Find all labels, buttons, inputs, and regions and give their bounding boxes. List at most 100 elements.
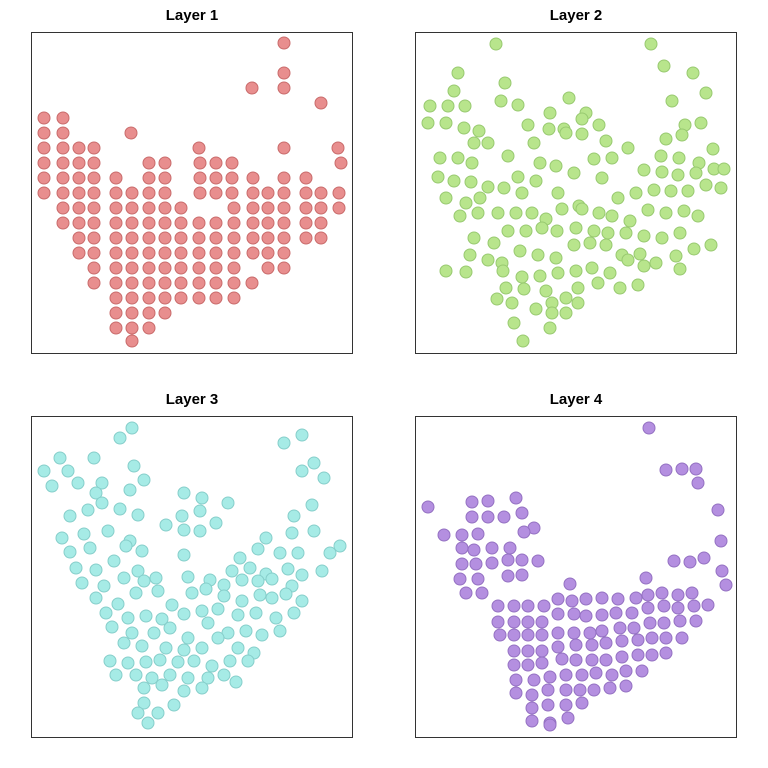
layer-4-point	[657, 599, 671, 613]
layer-4-point	[609, 606, 623, 620]
layer-1-point	[314, 231, 328, 245]
layer-3-point	[195, 681, 209, 695]
layer-4-point	[455, 557, 469, 571]
layer-1-point	[299, 186, 313, 200]
layer-2-point	[494, 94, 508, 108]
layer-2-point	[569, 264, 583, 278]
layer-3-point	[333, 539, 347, 553]
layer-1-point	[125, 334, 139, 348]
layer-1-point	[174, 231, 188, 245]
layer-1-point	[246, 186, 260, 200]
layer-1-point	[109, 321, 123, 335]
layer-4-point	[541, 698, 555, 712]
layer-3-point	[295, 594, 309, 608]
layer-4-point	[575, 696, 589, 710]
layer-3-point	[277, 436, 291, 450]
layer-2-point	[621, 253, 635, 267]
layer-1-point	[192, 141, 206, 155]
layer-3-point	[45, 479, 59, 493]
layer-4-point	[639, 571, 653, 585]
layer-2-point	[423, 99, 437, 113]
layer-3-point	[255, 628, 269, 642]
layer-1-point	[225, 186, 239, 200]
layer-4-point	[437, 528, 451, 542]
layer-3-point	[137, 681, 151, 695]
layer-4-point	[655, 586, 669, 600]
layer-4-point	[579, 609, 593, 623]
layer-1-point	[56, 126, 70, 140]
layer-1-point	[109, 201, 123, 215]
layer-2-point	[459, 265, 473, 279]
layer-3-point	[149, 571, 163, 585]
layer-2-point	[551, 186, 565, 200]
layer-1-point	[142, 231, 156, 245]
layer-3-point	[253, 588, 267, 602]
layer-2-point	[689, 166, 703, 180]
layer-4-point	[671, 601, 685, 615]
layer-4-point	[611, 592, 625, 606]
layer-4-point	[515, 568, 529, 582]
layer-2-point	[515, 186, 529, 200]
layer-2-point	[431, 170, 445, 184]
layer-1-point	[314, 186, 328, 200]
layer-3-point	[239, 624, 253, 638]
layer-3-point	[273, 546, 287, 560]
layer-1-point	[192, 231, 206, 245]
layer-2-point	[549, 159, 563, 173]
layer-4-point	[471, 527, 485, 541]
layer-3-point	[175, 509, 189, 523]
layer-3-point	[97, 579, 111, 593]
layer-3-point	[287, 606, 301, 620]
layer-3-point	[127, 459, 141, 473]
layer-2-point	[637, 259, 651, 273]
layer-3-point	[37, 464, 51, 478]
layer-3-point	[137, 574, 151, 588]
layer-4-point	[455, 528, 469, 542]
layer-1-point	[209, 156, 223, 170]
layer-4-point	[589, 666, 603, 680]
layer-2-point	[571, 281, 585, 295]
layer-2-point	[691, 209, 705, 223]
layer-2-point	[451, 151, 465, 165]
layer-3-point	[167, 698, 181, 712]
layer-1-point	[246, 231, 260, 245]
layer-3-point	[249, 606, 263, 620]
layer-4-point	[635, 664, 649, 678]
layer-2-point	[441, 99, 455, 113]
layer-4-point	[567, 607, 581, 621]
layer-2-point	[507, 316, 521, 330]
layer-2-point	[611, 191, 625, 205]
layer-3-point	[117, 636, 131, 650]
layer-3-point	[145, 671, 159, 685]
layer-1-point	[209, 171, 223, 185]
layer-1-point	[109, 291, 123, 305]
layer-4-point	[659, 631, 673, 645]
layer-2-point	[458, 99, 472, 113]
layer-3-point	[307, 456, 321, 470]
layer-2-point	[527, 136, 541, 150]
layer-4-point	[615, 650, 629, 664]
layer-2-point	[657, 59, 671, 73]
layer-2-point	[519, 224, 533, 238]
layer-1-point	[72, 216, 86, 230]
layer-4-point	[521, 658, 535, 672]
layer-3-point	[135, 544, 149, 558]
layer-1-point	[87, 156, 101, 170]
layer-4-point	[465, 510, 479, 524]
layer-2-point	[481, 136, 495, 150]
layer-4-point	[535, 615, 549, 629]
layer-3-point	[177, 523, 191, 537]
layer-2-title: Layer 2	[549, 7, 603, 24]
layer-1-point	[261, 246, 275, 260]
layer-4-point	[675, 462, 689, 476]
layer-2-point	[673, 226, 687, 240]
layer-3-point	[131, 508, 145, 522]
layer-4-point	[613, 621, 627, 635]
layer-3-point	[141, 716, 155, 730]
layer-3-point	[181, 570, 195, 584]
layer-1-point	[72, 201, 86, 215]
layer-2-point	[447, 174, 461, 188]
layer-3-point	[131, 706, 145, 720]
layer-1-point	[209, 186, 223, 200]
layer-1-point	[192, 261, 206, 275]
